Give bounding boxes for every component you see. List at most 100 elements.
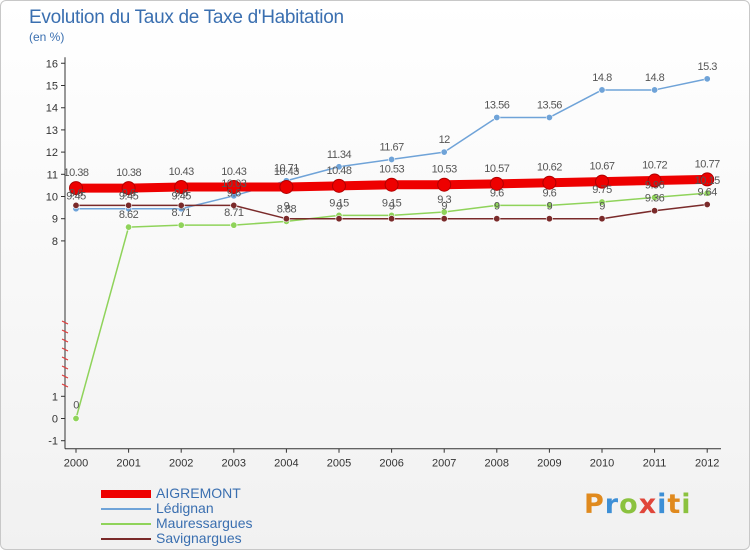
- data-label: 9.6: [69, 187, 83, 199]
- logo-letter: t: [667, 489, 682, 520]
- legend-swatch-ledignan: [101, 508, 151, 510]
- y-tick-label: 14: [46, 103, 58, 115]
- logo-letter: o: [619, 489, 639, 520]
- data-point: [700, 172, 715, 187]
- axis-break-mark: [61, 338, 69, 343]
- logo-letter: P: [584, 489, 605, 520]
- y-tick-label: 9: [52, 214, 58, 226]
- data-point: [174, 179, 189, 194]
- data-point: [647, 173, 662, 188]
- data-point: [279, 179, 294, 194]
- legend-item-aigremont[interactable]: AIGREMONT: [101, 485, 321, 501]
- logo-letter: x: [638, 489, 658, 520]
- legend-swatch-mauressargues: [101, 523, 151, 525]
- data-label: 9: [284, 201, 290, 213]
- series-line: [75, 192, 708, 420]
- data-label: 10.67: [589, 161, 614, 173]
- data-label: 10.43: [274, 166, 299, 178]
- legend-item-mauressargues[interactable]: Mauressargues: [101, 515, 321, 531]
- data-point: [489, 176, 504, 191]
- data-label: 10.38: [63, 167, 88, 179]
- data-label: 9.6: [174, 187, 188, 199]
- chart-subtitle: (en %): [29, 30, 65, 44]
- data-label: 8.71: [224, 207, 244, 219]
- data-point: [226, 179, 241, 194]
- data-label: 9: [389, 201, 395, 213]
- x-tick-label: 2004: [274, 458, 298, 470]
- axis-break-mark: [61, 383, 69, 388]
- data-point: [437, 177, 452, 192]
- data-point: [598, 215, 606, 223]
- y-tick-label: 8: [52, 236, 58, 248]
- data-point: [493, 201, 501, 209]
- data-label: 14.8: [645, 72, 665, 84]
- data-label: 9.75: [592, 184, 612, 196]
- data-label: 9.64: [697, 186, 717, 198]
- data-label: 10.71: [274, 163, 299, 175]
- data-label: 10.72: [642, 160, 667, 172]
- x-tick-label: 2008: [485, 458, 509, 470]
- data-label: 9.6: [543, 187, 557, 199]
- x-tick-label: 2009: [537, 458, 561, 470]
- axis-break-mark: [61, 365, 69, 370]
- legend-label-ledignan: Lédignan: [156, 500, 214, 516]
- data-label: 10.77: [695, 158, 720, 170]
- data-point: [121, 181, 136, 196]
- data-point: [598, 198, 606, 206]
- legend-item-savignargues[interactable]: Savignargues: [101, 530, 321, 546]
- data-point: [440, 148, 448, 156]
- data-label: 9.15: [382, 197, 402, 209]
- x-tick-label: 2001: [116, 458, 140, 470]
- data-label: 9.6: [122, 187, 136, 199]
- data-label: 10.57: [484, 163, 509, 175]
- legend-swatch-aigremont: [101, 490, 151, 498]
- data-point: [703, 200, 711, 208]
- data-point: [72, 414, 80, 422]
- data-label: 14.8: [592, 72, 612, 84]
- legend-swatch-savignargues: [101, 538, 151, 540]
- data-label: 10.43: [221, 166, 246, 178]
- x-tick-label: 2005: [327, 458, 351, 470]
- legend-item-ledignan[interactable]: Lédignan: [101, 500, 321, 516]
- data-point: [177, 201, 185, 209]
- y-tick-label: 13: [46, 125, 58, 137]
- data-label: 8.88: [277, 203, 297, 215]
- x-tick-label: 2002: [169, 458, 193, 470]
- data-label: 10.48: [326, 165, 351, 177]
- x-tick-label: 2003: [222, 458, 246, 470]
- axis-break-mark: [61, 347, 69, 352]
- y-tick-label: -1: [48, 436, 58, 448]
- data-point: [335, 215, 343, 223]
- data-point: [595, 174, 609, 189]
- data-point: [72, 201, 80, 209]
- axis-break-mark: [61, 374, 69, 379]
- data-point: [651, 193, 659, 201]
- chart-title: Evolution du Taux de Taxe d'Habitation: [29, 7, 344, 28]
- data-point: [703, 75, 711, 83]
- logo-letter: i: [657, 489, 668, 520]
- legend-label-mauressargues: Mauressargues: [156, 515, 253, 531]
- data-point: [493, 113, 501, 121]
- data-label: 9: [599, 201, 605, 213]
- legend-label-savignargues: Savignargues: [156, 530, 242, 546]
- data-point: [703, 189, 711, 197]
- data-label: 0: [73, 400, 79, 412]
- y-tick-label: 15: [46, 81, 58, 93]
- data-label: 9.36: [645, 193, 665, 205]
- data-label: 10.38: [116, 167, 141, 179]
- data-point: [651, 207, 659, 215]
- data-point: [545, 201, 553, 209]
- data-point: [332, 178, 346, 193]
- data-label: 9.15: [329, 197, 349, 209]
- data-label: 10.53: [432, 164, 457, 176]
- data-label: 8.62: [119, 209, 139, 221]
- x-tick-label: 2000: [64, 458, 88, 470]
- y-tick-label: 10: [46, 192, 58, 204]
- x-tick-label: 2010: [590, 458, 614, 470]
- data-label: 11.34: [327, 149, 352, 161]
- data-point: [545, 215, 553, 223]
- data-point: [335, 163, 343, 171]
- data-point: [542, 175, 557, 190]
- data-point: [125, 223, 133, 231]
